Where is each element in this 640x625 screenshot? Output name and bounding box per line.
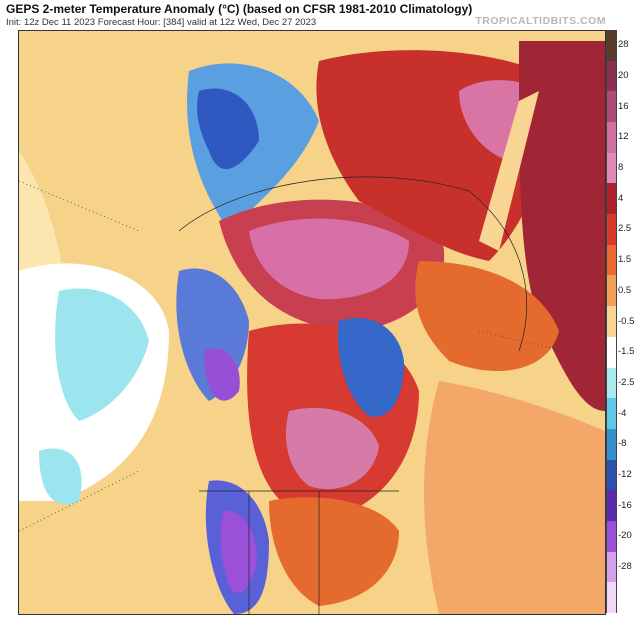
color-scale-label: -28 (618, 560, 632, 572)
siberia-deep-cold (197, 88, 259, 170)
color-scale-label: 4 (618, 192, 624, 204)
color-scale-label: 20 (618, 70, 629, 82)
color-scale-label: -16 (618, 499, 632, 511)
atlantic-warm-area (424, 381, 605, 614)
chart-title: GEPS 2-meter Temperature Anomaly (°C) (b… (6, 2, 473, 16)
pacific-cool-area (55, 288, 149, 421)
color-scale-swatch (606, 152, 617, 184)
color-scale-label: 2.5 (618, 223, 632, 235)
color-scale-swatch (606, 91, 617, 123)
color-scale-swatch (606, 398, 617, 430)
map-canvas (19, 31, 605, 614)
color-scale-swatch (606, 244, 617, 276)
pacific-cool-patch (39, 448, 82, 505)
color-scale-swatch (606, 551, 617, 583)
color-scale-label: 0.5 (618, 284, 632, 296)
color-scale-swatch (606, 214, 617, 246)
color-scale-swatch (606, 183, 617, 215)
color-scale-legend: 28 20 16 12 8 4 2.5 1.5 0.5 -0.5 -1.5 -2.5 -4 -8 -12 -1… (606, 30, 640, 614)
color-scale-label: -4 (618, 407, 627, 419)
color-scale-swatch (606, 428, 617, 461)
color-scale-label: -12 (618, 468, 632, 480)
color-scale-label: -20 (618, 530, 632, 542)
color-scale-swatch (606, 60, 617, 92)
color-scale-label: 8 (618, 162, 624, 174)
color-scale-label: -2.5 (618, 376, 635, 388)
color-scale-swatch (606, 336, 617, 368)
color-scale-label: 12 (618, 131, 629, 143)
color-scale-label: 16 (618, 100, 629, 112)
europe-warm-area (415, 261, 559, 371)
color-scale-swatch (606, 30, 617, 62)
brand-watermark: TROPICALTIDBITS.COM (475, 15, 606, 27)
color-scale-label: -8 (618, 438, 627, 450)
coastline-lines (178, 176, 527, 352)
canada-warm-core (285, 407, 379, 490)
dotted-guide-lines (19, 180, 605, 532)
coastal-pale-strip (479, 91, 539, 251)
color-scale-label: -0.5 (618, 315, 635, 327)
color-scale-swatch (606, 490, 617, 522)
greenland-cold-area (338, 317, 404, 417)
color-scale-swatch (606, 367, 617, 399)
arctic-warm-core (249, 218, 409, 300)
color-scale-swatch (606, 275, 617, 307)
anomaly-map (18, 30, 606, 615)
border-lines (199, 490, 399, 614)
color-scale-label: -1.5 (618, 346, 635, 358)
chart-subtitle: Init: 12z Dec 11 2023 Forecast Hour: [38… (6, 17, 317, 28)
color-scale-swatch (606, 306, 617, 338)
color-scale-swatch (606, 459, 617, 491)
alaska-very-cold (204, 348, 240, 401)
color-scale-label: 1.5 (618, 254, 632, 266)
eastern-us-warm-area (269, 497, 399, 606)
color-scale-label: 28 (618, 39, 629, 51)
color-scale-swatch (606, 520, 617, 553)
color-scale-swatch (606, 582, 617, 614)
color-scale-swatch (606, 122, 617, 154)
western-us-very-cold (220, 510, 257, 593)
